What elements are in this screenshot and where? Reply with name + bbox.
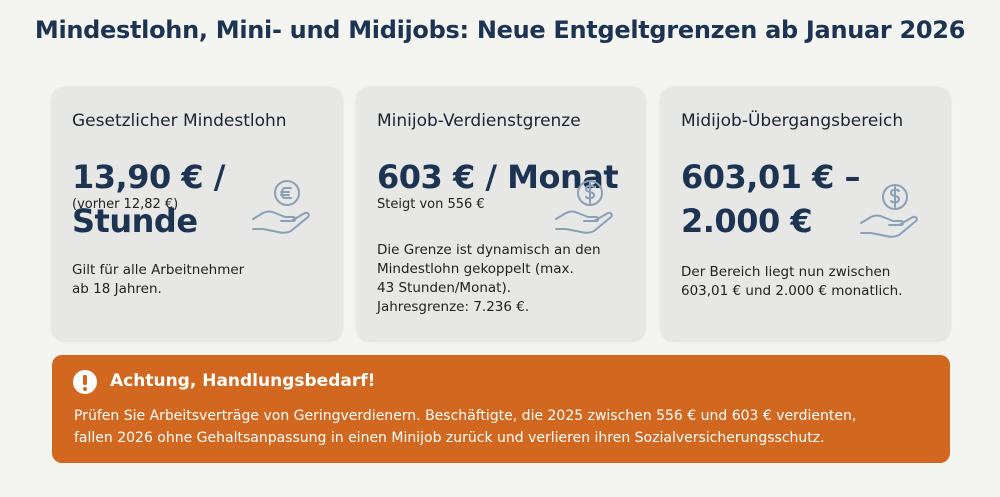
card-body: Gilt für alle Arbeitnehmer ab 18 Jahren.: [72, 261, 244, 299]
alert-text-line: fallen 2026 ohne Gehaltsanpassung in ein…: [74, 430, 825, 446]
card-body-line: Mindestlohn gekoppelt (max.: [377, 261, 574, 277]
card-body-line: ab 18 Jahren.: [72, 281, 162, 297]
hand-coin-icon: [555, 180, 613, 234]
hand-coin-icon: [252, 180, 310, 234]
card-body-line: Der Bereich liegt nun zwischen: [681, 264, 891, 280]
icon-wrap: [247, 175, 317, 243]
hand-coin-icon: [860, 184, 918, 238]
alert-title: Achtung, Handlungsbedarf!: [110, 371, 376, 391]
alert-text-line: Prüfen Sie Arbeitsverträge von Geringver…: [74, 408, 857, 424]
card-body-line: Die Grenze ist dynamisch an den: [377, 242, 601, 258]
page-title: Mindestlohn, Mini- und Midijobs: Neue En…: [34, 16, 966, 44]
card-body-line: Jahresgrenze: 7.236 €.: [377, 299, 530, 315]
icon-wrap: [550, 175, 620, 243]
card-title: Midijob-Übergangsbereich: [681, 111, 904, 131]
info-card: Midijob-Übergangsbereich 603,01 € – 2.000 …: [661, 87, 950, 340]
card-body-line: 43 Stunden/Monat).: [377, 280, 512, 296]
alert-box: Achtung, Handlungsbedarf! Prüfen Sie Arb…: [52, 355, 950, 463]
card-body: Die Grenze ist dynamisch an den Mindestlo…: [377, 241, 601, 317]
card-body-line: Gilt für alle Arbeitnehmer: [72, 262, 245, 278]
card-value-line: 13,90 € / Stunde: [72, 158, 225, 240]
alert-text: Prüfen Sie Arbeitsverträge von Geringver…: [74, 405, 856, 449]
alert-icon: [73, 370, 97, 394]
card-value: 13,90 € / Stunde: [72, 155, 342, 243]
info-card: Minijob-Verdienstgrenze 603 € / Monat Stei…: [357, 87, 645, 340]
card-title: Gesetzlicher Mindestlohn: [72, 111, 287, 131]
card-title: Minijob-Verdienstgrenze: [377, 111, 581, 131]
info-card: Gesetzlicher Mindestlohn 13,90 € / Stunde…: [52, 87, 342, 340]
card-value-line: 2.000 €: [681, 202, 813, 240]
card-subtitle: Steigt von 556 €: [377, 197, 485, 212]
card-body-line: 603,01 € und 2.000 € monatlich.: [681, 283, 903, 299]
card-value: 603,01 € – 2.000 €: [681, 155, 861, 243]
icon-wrap: [855, 179, 925, 247]
card-body: Der Bereich liegt nun zwischen 603,01 € u…: [681, 263, 903, 301]
card-subtitle: (vorher 12,82 €): [72, 197, 179, 212]
card-value-line: 603,01 € –: [681, 158, 861, 196]
